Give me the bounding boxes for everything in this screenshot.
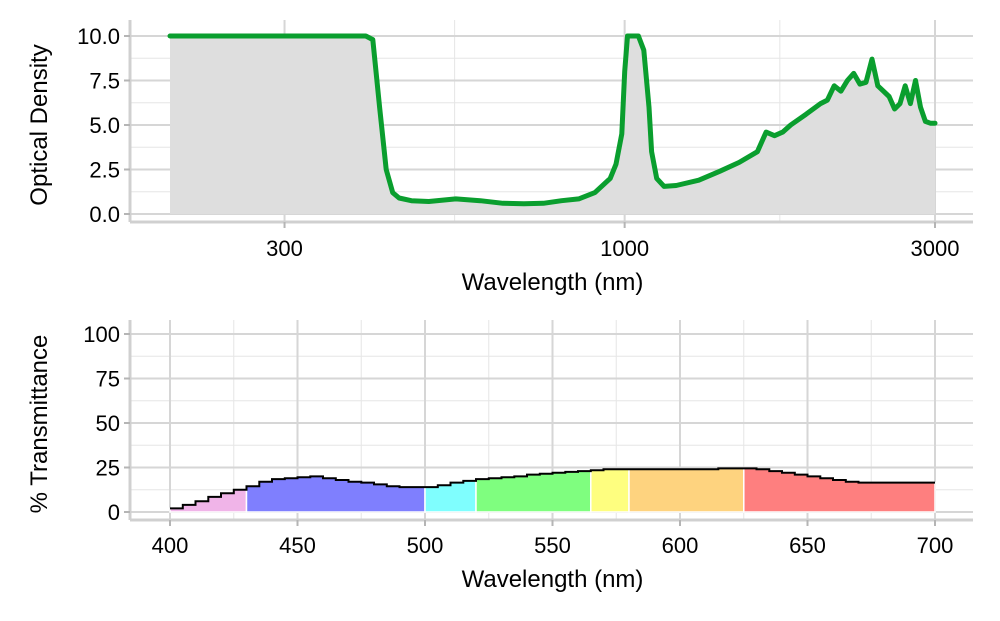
transmittance-x-tick-label: 400	[152, 533, 189, 558]
transmittance-axes: 0 25 50 75 100 400 450 500 550 600 650 700	[83, 320, 973, 558]
color-band-green	[475, 470, 592, 513]
transmittance-x-tick-label: 600	[662, 533, 699, 558]
transmittance-x-tick-label: 700	[917, 533, 954, 558]
transmittance-y-tick-label: 75	[96, 367, 120, 392]
od-y-tick-label: 0.0	[89, 202, 120, 227]
transmittance-x-tick-label: 550	[534, 533, 571, 558]
od-x-axis-title: Wavelength (nm)	[462, 269, 644, 296]
transmittance-y-axis-title: % Transmittance	[26, 335, 53, 514]
color-band-blue	[245, 475, 426, 513]
transmittance-panel: 0 25 50 75 100 400 450 500 550 600 650 700 Waveleng…	[26, 320, 973, 593]
optical-density-panel: 0.0 2.5 5.0 7.5 10.0 300 1000 3000 Wavelength (…	[26, 20, 973, 296]
color-band-red	[743, 467, 936, 513]
od-axes: 0.0 2.5 5.0 7.5 10.0 300 1000 3000	[77, 20, 973, 261]
od-x-tick-label: 1000	[600, 236, 649, 261]
od-x-tick-label: 3000	[911, 236, 960, 261]
od-y-tick-label: 7.5	[89, 69, 120, 94]
od-series-line	[167, 33, 938, 207]
od-y-tick-label: 5.0	[89, 113, 120, 138]
color-band-yellow	[590, 468, 630, 513]
transmittance-y-tick-label: 25	[96, 456, 120, 481]
transmittance-color-bands	[169, 467, 936, 513]
transmittance-y-tick-label: 0	[108, 500, 120, 525]
transmittance-x-tick-label: 650	[789, 533, 826, 558]
transmittance-y-tick-label: 100	[83, 322, 120, 347]
transmittance-x-tick-label: 450	[279, 533, 316, 558]
od-x-tick-label: 300	[266, 236, 303, 261]
od-y-axis-title: Optical Density	[26, 44, 53, 205]
transmittance-x-tick-label: 500	[407, 533, 444, 558]
od-y-tick-label: 2.5	[89, 158, 120, 183]
transmittance-y-tick-label: 50	[96, 411, 120, 436]
transmittance-series-line	[170, 467, 935, 510]
od-y-tick-label: 10.0	[77, 24, 120, 49]
od-area-fill	[170, 36, 935, 214]
transmittance-x-axis-title: Wavelength (nm)	[462, 566, 644, 593]
color-band-orange	[628, 467, 745, 513]
